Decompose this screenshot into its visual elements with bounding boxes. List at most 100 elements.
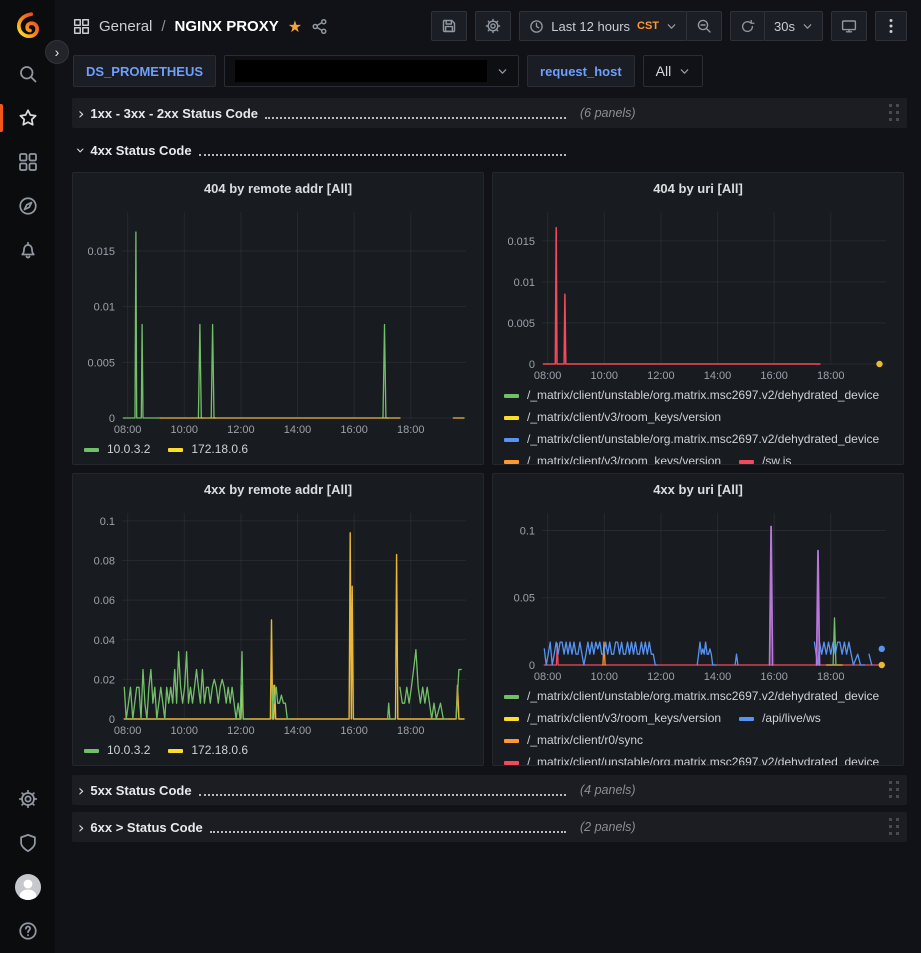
- panel-4xx-by-uri: 4xx by uri [All] 08:00 10:00 12:00 14:00 16:…: [492, 473, 904, 766]
- sidebar-item-profile[interactable]: [0, 865, 55, 909]
- row-title: 6xx > Status Code: [90, 819, 203, 835]
- legend-item[interactable]: /_matrix/client/v3/room_keys/version: [504, 711, 721, 726]
- sidebar-expand-button[interactable]: ›: [45, 40, 69, 64]
- row-header-1xx[interactable]: › 1xx - 3xx - 2xx Status Code (6 panels): [72, 98, 907, 128]
- legend-item[interactable]: /_matrix/client/unstable/org.matrix.msc2…: [504, 755, 879, 765]
- legend-swatch: [504, 760, 519, 765]
- host-variable-label[interactable]: request_host: [527, 55, 635, 87]
- kebab-menu-button[interactable]: [875, 11, 907, 41]
- sidebar-item-search[interactable]: [0, 52, 55, 96]
- legend-item[interactable]: /api/live/ws: [739, 711, 821, 726]
- legend-item[interactable]: /_matrix/client/unstable/org.matrix.msc2…: [504, 432, 879, 447]
- legend-item[interactable]: /_matrix/client/v3/room_keys/version: [504, 454, 721, 464]
- svg-text:10:00: 10:00: [171, 725, 199, 737]
- sidebar-item-help[interactable]: [0, 909, 55, 953]
- legend-item[interactable]: /sw.js: [739, 454, 791, 464]
- grafana-logo[interactable]: [0, 0, 55, 52]
- host-variable-value[interactable]: All: [642, 55, 704, 87]
- timeseries-chart[interactable]: 08:00 10:00 12:00 14:00 16:00 18:00 0 0.05 0.1: [500, 501, 896, 685]
- timeseries-chart[interactable]: 08:00 10:00 12:00 14:00 16:00 18:00 0 0.005 0.01…: [500, 200, 896, 384]
- legend-item[interactable]: /_matrix/client/r0/sync: [504, 733, 643, 748]
- panel-404-by-uri: 404 by uri [All] 08:00 10:00 12:00 14:00 16:…: [492, 172, 904, 465]
- legend-item[interactable]: /_matrix/client/v3/room_keys/version: [504, 410, 721, 425]
- refresh-button[interactable]: [730, 11, 766, 41]
- clock-icon: [530, 19, 544, 33]
- datasource-variable-label[interactable]: DS_PROMETHEUS: [73, 55, 217, 87]
- breadcrumb-folder[interactable]: General: [99, 17, 153, 35]
- datasource-variable-value[interactable]: [224, 55, 520, 87]
- share-icon[interactable]: [311, 18, 328, 35]
- svg-text:12:00: 12:00: [647, 370, 675, 382]
- panel-title-text: 404 by uri [All]: [653, 181, 743, 196]
- legend: 10.0.3.2 172.18.0.6: [80, 739, 476, 758]
- svg-text:0.1: 0.1: [100, 516, 115, 528]
- sidebar-item-starred[interactable]: [0, 96, 55, 140]
- legend-label: 10.0.3.2: [107, 743, 151, 757]
- gear-icon: [485, 18, 501, 34]
- refresh-interval-picker[interactable]: 30s: [764, 11, 823, 41]
- svg-text:0.04: 0.04: [94, 635, 115, 647]
- sidebar-item-configuration[interactable]: [0, 777, 55, 821]
- time-range-label: Last 12 hours: [551, 18, 631, 34]
- legend-item[interactable]: /_matrix/client/unstable/org.matrix.msc2…: [504, 689, 879, 704]
- timeseries-chart[interactable]: 08:00 10:00 12:00 14:00 16:00 18:00 0 0.005 0.01…: [80, 200, 476, 438]
- save-dashboard-button[interactable]: [431, 11, 468, 41]
- chevron-right-icon: ›: [78, 103, 85, 123]
- legend-item[interactable]: 172.18.0.6: [168, 743, 248, 758]
- panel-title[interactable]: 404 by uri [All]: [500, 177, 896, 200]
- svg-text:14:00: 14:00: [284, 424, 312, 436]
- timezone-label: CST: [637, 20, 660, 32]
- sidebar-item-admin[interactable]: [0, 821, 55, 865]
- row-panel-count: (2 panels): [580, 820, 636, 834]
- sidebar-item-explore[interactable]: [0, 184, 55, 228]
- svg-text:18:00: 18:00: [817, 370, 845, 382]
- dashboard-body: › 1xx - 3xx - 2xx Status Code (6 panels)…: [55, 90, 921, 953]
- legend-item[interactable]: 172.18.0.6: [168, 442, 248, 457]
- svg-text:0.01: 0.01: [514, 277, 535, 289]
- svg-text:16:00: 16:00: [760, 370, 788, 382]
- legend-swatch: [168, 748, 184, 753]
- legend-item[interactable]: /_matrix/client/unstable/org.matrix.msc2…: [504, 388, 879, 403]
- legend-label: 172.18.0.6: [191, 442, 249, 456]
- tv-icon: [841, 20, 857, 33]
- svg-text:0.015: 0.015: [507, 236, 535, 248]
- svg-text:0: 0: [109, 714, 115, 726]
- sidebar-item-alerting[interactable]: [0, 228, 55, 272]
- legend-label: 10.0.3.2: [107, 442, 151, 456]
- legend-swatch: [504, 459, 519, 464]
- time-range-picker[interactable]: Last 12 hours CST: [519, 11, 688, 41]
- panel-title[interactable]: 404 by remote addr [All]: [80, 177, 476, 200]
- drag-handle-icon[interactable]: [889, 104, 899, 122]
- breadcrumb: General / NGINX PROXY ★: [73, 17, 328, 36]
- tv-mode-button[interactable]: [831, 11, 867, 41]
- search-icon: [19, 66, 36, 83]
- legend-item[interactable]: 10.0.3.2: [84, 442, 150, 457]
- sidebar-item-dashboards[interactable]: [0, 140, 55, 184]
- svg-text:0.1: 0.1: [520, 525, 535, 537]
- svg-text:0.06: 0.06: [94, 595, 115, 607]
- variables-submenu: DS_PROMETHEUS request_host All: [55, 52, 921, 90]
- drag-handle-icon[interactable]: [889, 781, 899, 799]
- row-header-4xx[interactable]: › 4xx Status Code: [72, 135, 907, 165]
- drag-handle-icon[interactable]: [889, 818, 899, 836]
- dashboards-grid-icon: [73, 18, 90, 34]
- chevron-down-icon: [680, 68, 689, 74]
- dashboard-settings-button[interactable]: [475, 11, 512, 41]
- legend-label: /_matrix/client/v3/room_keys/version: [527, 711, 722, 725]
- dotted-leader: [265, 108, 566, 119]
- legend-swatch: [504, 393, 519, 398]
- row-header-5xx[interactable]: › 5xx Status Code (4 panels): [72, 775, 907, 805]
- timeseries-chart[interactable]: 08:00 10:00 12:00 14:00 16:00 18:00 0 0.02 0.04 0…: [80, 501, 476, 739]
- legend-label: 172.18.0.6: [191, 743, 249, 757]
- dashboard-title[interactable]: NGINX PROXY: [174, 17, 279, 35]
- panel-4xx-by-remote-addr: 4xx by remote addr [All] 08:00 10:00 12:00…: [72, 473, 484, 766]
- legend-item[interactable]: 10.0.3.2: [84, 743, 150, 758]
- zoom-out-time-button[interactable]: [686, 11, 723, 41]
- legend-swatch: [504, 415, 519, 420]
- panel-title[interactable]: 4xx by remote addr [All]: [80, 478, 476, 501]
- row-header-6xx[interactable]: › 6xx > Status Code (2 panels): [72, 812, 907, 842]
- favorite-star-icon[interactable]: ★: [287, 16, 303, 36]
- svg-text:18:00: 18:00: [817, 671, 845, 683]
- panel-title[interactable]: 4xx by uri [All]: [500, 478, 896, 501]
- bell-icon: [20, 241, 35, 259]
